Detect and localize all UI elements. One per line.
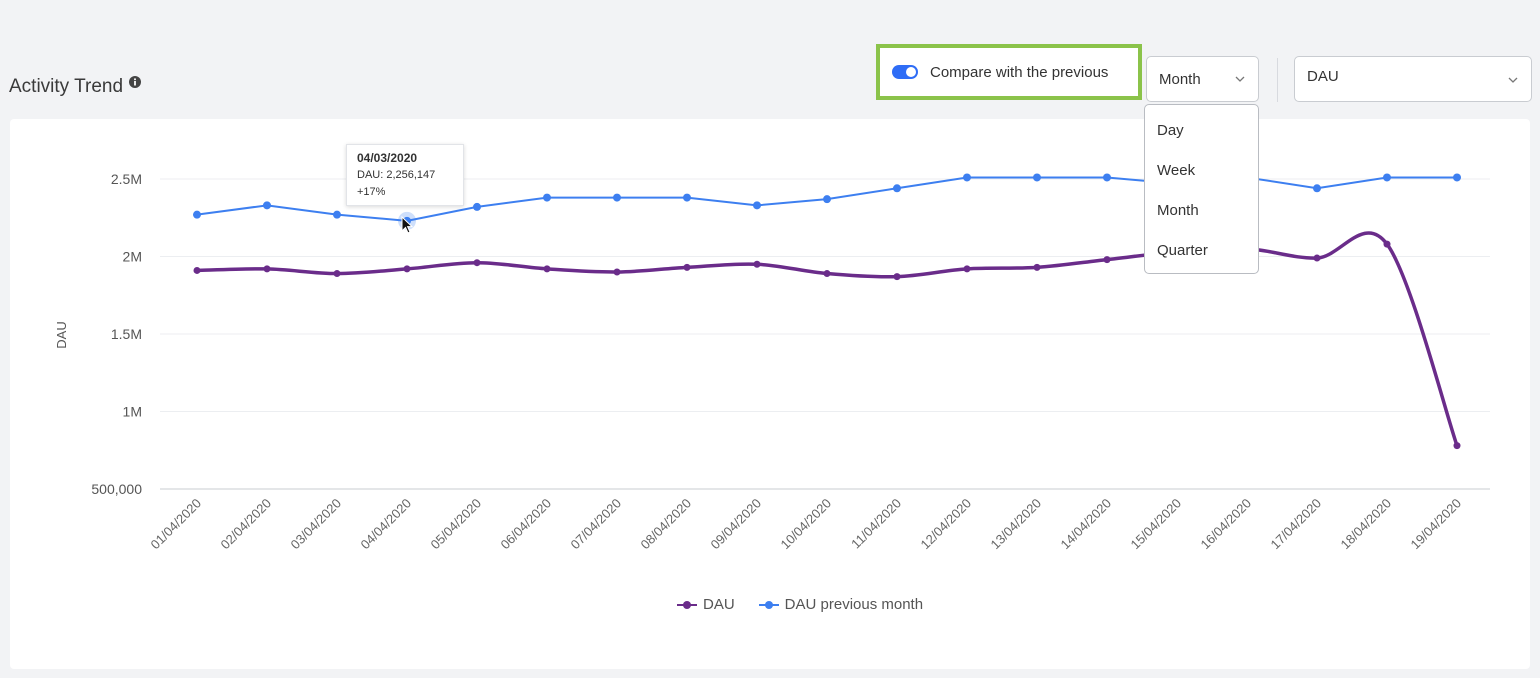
dau-series-line [196, 231, 1459, 447]
period-select-value: Month [1159, 70, 1201, 88]
x-tick-label: 16/04/2020 [1197, 496, 1254, 553]
period-select[interactable]: Month [1146, 56, 1259, 102]
legend-label-dau: DAU [703, 596, 735, 613]
legend-item-previous[interactable]: DAU previous month [758, 596, 924, 613]
x-tick-label: 09/04/2020 [707, 496, 764, 553]
toggle-knob [906, 67, 916, 77]
x-tick-label: 13/04/2020 [987, 496, 1044, 553]
mouse-cursor-icon [401, 216, 414, 234]
compare-toggle-row[interactable]: Compare with the previous [876, 44, 1142, 100]
dau-point [193, 266, 201, 274]
dropdown-item-week[interactable]: Week [1157, 162, 1196, 179]
chart-tooltip: 04/03/2020 DAU: 2,256,147 +17% [346, 144, 464, 206]
y-tick-label: 1M [123, 404, 142, 420]
dau-point [1033, 263, 1041, 271]
previous-point [193, 210, 201, 219]
previous-point [473, 202, 481, 211]
x-tick-label: 06/04/2020 [497, 496, 554, 553]
dau-point [963, 265, 971, 273]
x-tick-label: 17/04/2020 [1267, 496, 1324, 553]
chart-card [10, 119, 1530, 669]
x-tick-label: 02/04/2020 [217, 496, 274, 553]
previous-point [963, 173, 971, 182]
x-tick-label: 12/04/2020 [917, 496, 974, 553]
metric-select[interactable]: DAU [1294, 56, 1532, 102]
previous-point [1033, 173, 1041, 182]
previous-point [753, 201, 761, 210]
chevron-down-icon [1508, 77, 1518, 83]
y-tick-label: 500,000 [91, 481, 142, 497]
previous-point [823, 195, 831, 204]
dau-point [1383, 240, 1391, 248]
y-tick-label: 2M [123, 249, 142, 265]
previous-point [263, 201, 271, 210]
dau-point [263, 265, 271, 273]
divider [1277, 58, 1278, 102]
dau-point [1103, 256, 1111, 264]
section-title: Activity Trend [9, 76, 142, 98]
x-tick-label: 19/04/2020 [1407, 496, 1464, 553]
dau-point [543, 265, 551, 273]
dau-point [403, 265, 411, 273]
section-title-text: Activity Trend [9, 76, 124, 97]
y-tick-label: 1.5M [111, 326, 142, 342]
x-tick-label: 18/04/2020 [1337, 496, 1394, 553]
previous-point [333, 210, 341, 219]
dropdown-item-day[interactable]: Day [1157, 122, 1184, 139]
dau-point [333, 270, 341, 278]
dropdown-item-quarter[interactable]: Quarter [1157, 242, 1208, 259]
legend-swatch-previous [758, 600, 779, 610]
previous-point [683, 193, 691, 202]
x-tick-label: 08/04/2020 [637, 496, 694, 553]
legend-swatch-dau [677, 600, 697, 610]
x-tick-label: 03/04/2020 [287, 496, 344, 553]
previous-point [893, 184, 901, 193]
dau-point [473, 259, 481, 267]
dau-point [1313, 254, 1321, 262]
dropdown-item-month[interactable]: Month [1157, 202, 1199, 219]
previous-point [1103, 173, 1111, 182]
metric-select-value: DAU [1307, 68, 1339, 85]
x-tick-label: 05/04/2020 [427, 496, 484, 553]
dau-point [613, 268, 621, 276]
info-icon[interactable] [129, 76, 142, 88]
dau-point [823, 270, 831, 278]
dau-point [893, 273, 901, 281]
x-tick-label: 14/04/2020 [1057, 496, 1114, 553]
chevron-down-icon [1235, 76, 1245, 82]
y-axis-label: DAU [54, 321, 69, 348]
tooltip-change: +17% [357, 186, 386, 198]
dau-point [1453, 442, 1461, 450]
x-tick-label: 11/04/2020 [848, 496, 904, 552]
previous-point [1313, 184, 1321, 193]
chart-legend: DAU DAU previous month [677, 596, 939, 613]
period-dropdown-menu[interactable]: Day Week Month Quarter [1144, 104, 1259, 274]
dau-point [753, 260, 761, 268]
previous-point [1383, 173, 1391, 182]
legend-item-dau[interactable]: DAU [677, 596, 735, 613]
x-tick-label: 10/04/2020 [777, 496, 834, 553]
previous-point [613, 193, 621, 202]
x-tick-label: 07/04/2020 [567, 496, 624, 553]
x-tick-label: 04/04/2020 [357, 496, 414, 553]
x-tick-label: 01/04/2020 [147, 496, 204, 553]
compare-toggle[interactable] [892, 65, 918, 79]
previous-point [543, 193, 551, 202]
x-tick-label: 15/04/2020 [1127, 496, 1184, 553]
tooltip-date: 04/03/2020 [357, 151, 418, 165]
previous-point [1453, 173, 1461, 182]
y-tick-label: 2.5M [111, 171, 142, 187]
tooltip-value: DAU: 2,256,147 [357, 169, 436, 181]
compare-label: Compare with the previous [930, 63, 1109, 81]
legend-label-previous: DAU previous month [784, 596, 924, 613]
dau-point [683, 263, 691, 271]
